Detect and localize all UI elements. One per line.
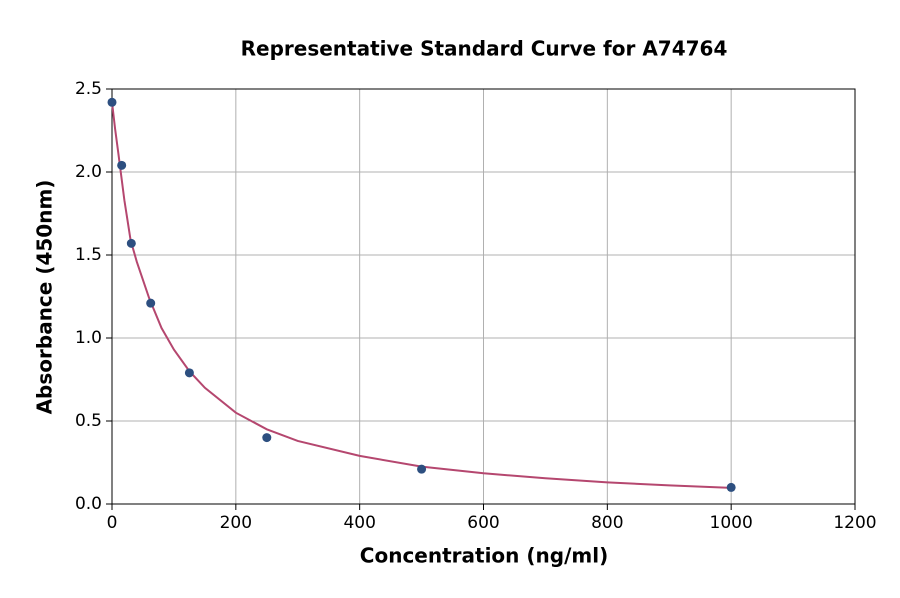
y-tick-label: 1.0 — [75, 328, 102, 348]
x-tick-label: 600 — [467, 513, 499, 533]
plot-frame — [111, 88, 856, 505]
chart-title: Representative Standard Curve for A74764 — [241, 37, 728, 61]
data-point — [184, 368, 194, 378]
data-point — [107, 97, 117, 107]
x-tick-label: 1200 — [833, 513, 876, 533]
y-tick-label: 2.5 — [75, 79, 102, 99]
y-axis-label: Absorbance (450nm) — [33, 180, 57, 415]
data-point — [417, 464, 427, 474]
data-point — [117, 160, 127, 170]
data-point — [126, 238, 136, 248]
x-axis-label: Concentration (ng/ml) — [360, 544, 608, 568]
x-tick-label: 800 — [591, 513, 623, 533]
x-tick-label: 1000 — [710, 513, 753, 533]
y-tick-label: 0.5 — [75, 411, 102, 431]
data-point — [726, 482, 736, 492]
y-tick-label: 1.5 — [75, 245, 102, 265]
x-tick-label: 200 — [220, 513, 252, 533]
y-tick-label: 2.0 — [75, 162, 102, 182]
data-point — [262, 433, 272, 443]
x-tick-label: 400 — [343, 513, 375, 533]
data-point — [146, 298, 156, 308]
fit-curve — [111, 102, 732, 489]
x-tick-label: 0 — [107, 513, 118, 533]
y-tick-label: 0.0 — [75, 494, 102, 514]
